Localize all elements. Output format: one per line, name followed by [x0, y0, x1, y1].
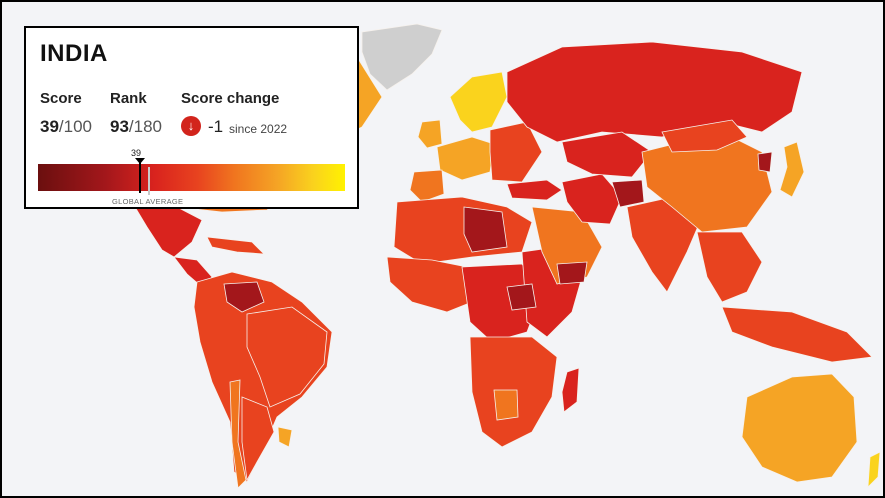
rank-total: /180	[128, 117, 163, 136]
global-average-tick	[148, 167, 150, 195]
country-region-western-europe[interactable]	[436, 136, 495, 181]
country-region-afghanistan[interactable]	[611, 179, 645, 208]
country-region-argentina[interactable]	[241, 396, 275, 482]
country-name: INDIA	[40, 40, 108, 67]
rank-label: Rank	[110, 90, 147, 107]
score-color-scale	[38, 164, 345, 191]
rank-value: 93/180	[110, 117, 162, 137]
country-region-greenland[interactable]	[361, 23, 443, 91]
country-region-turkey[interactable]	[506, 179, 563, 201]
score-change-label: Score change	[181, 90, 280, 107]
country-region-japan[interactable]	[779, 141, 805, 198]
country-region-chile[interactable]	[229, 379, 247, 489]
country-region-west-africa[interactable]	[386, 256, 473, 313]
country-region-mexico[interactable]	[131, 201, 203, 258]
country-region-indonesia[interactable]	[721, 306, 873, 363]
rank-number: 93	[110, 117, 129, 136]
country-region-australia[interactable]	[741, 373, 858, 483]
score-marker	[139, 161, 141, 193]
country-region-venezuela[interactable]	[223, 281, 265, 313]
country-region-iberia[interactable]	[409, 169, 445, 203]
country-region-madagascar[interactable]	[561, 367, 580, 413]
global-average-label: GLOBAL AVERAGE	[112, 197, 184, 206]
country-region-south-sudan[interactable]	[506, 283, 537, 311]
country-region-uruguay[interactable]	[277, 426, 293, 448]
country-region-scandinavia[interactable]	[449, 71, 508, 133]
score-change-value: -1	[208, 117, 224, 136]
country-region-libya[interactable]	[463, 206, 508, 253]
score-change-since: since 2022	[229, 122, 288, 136]
score-max: /100	[58, 117, 93, 136]
country-region-uk-ireland[interactable]	[417, 119, 443, 149]
country-region-botswana[interactable]	[493, 389, 519, 421]
country-region-mongolia[interactable]	[661, 119, 748, 153]
country-region-north-korea[interactable]	[757, 151, 773, 173]
score-number: 39	[40, 117, 59, 136]
score-label: Score	[40, 90, 82, 107]
country-region-brazil[interactable]	[246, 306, 328, 408]
marker-value: 39	[131, 148, 142, 158]
country-region-central-asia[interactable]	[561, 131, 653, 178]
country-region-central-africa[interactable]	[461, 263, 543, 343]
country-region-new-zealand[interactable]	[867, 451, 881, 489]
arrow-down-icon: ↓	[181, 116, 201, 136]
country-info-card: INDIA Score Rank Score change 39/100 93/…	[24, 26, 359, 209]
score-value: 39/100	[40, 117, 92, 137]
country-region-north-africa[interactable]	[393, 196, 533, 265]
country-region-southeast-asia[interactable]	[696, 231, 763, 303]
country-region-yemen[interactable]	[556, 261, 588, 285]
country-region-russia[interactable]	[506, 41, 803, 143]
country-region-caribbean[interactable]	[206, 236, 266, 255]
